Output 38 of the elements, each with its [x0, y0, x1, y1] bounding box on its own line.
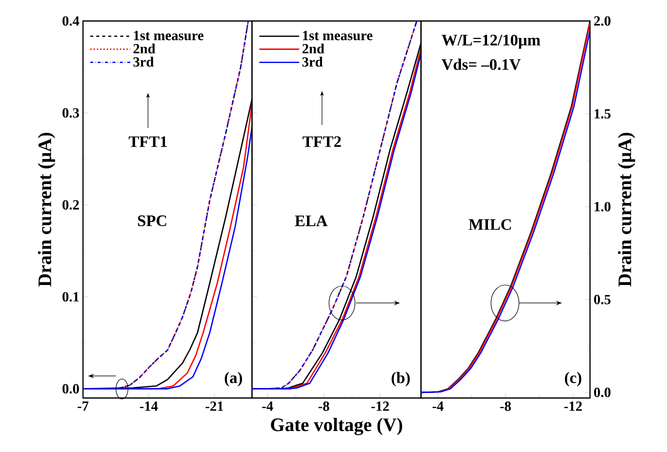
annotation: W/L=12/10μm	[442, 34, 540, 49]
y2-tick-label: 0.5	[594, 294, 611, 304]
x-tick-label: -4	[432, 402, 444, 411]
y2-tick-label: 1.5	[594, 109, 611, 119]
x-axis-title: Gate voltage (V)	[270, 418, 402, 436]
y-tick-label: 0.0	[62, 384, 79, 394]
x-tick-label: -12	[371, 402, 389, 411]
annotation: (c)	[564, 372, 582, 386]
annotation: TFT1	[128, 136, 167, 147]
y-axis-title: Drain current (μA)	[38, 132, 56, 287]
y-tick-label: 0.1	[62, 292, 79, 302]
y-tick-label: 0.2	[62, 200, 79, 210]
x-tick-label: -4	[262, 402, 274, 411]
y2-tick-label: 2.0	[594, 16, 610, 26]
legend-label: 1st measure	[134, 30, 204, 40]
x-tick-label: -12	[564, 402, 582, 411]
y-tick-label: 0.3	[62, 108, 79, 118]
annotation: MILC	[468, 219, 511, 230]
x-tick-label: -14	[140, 402, 158, 411]
annotation: TFT2	[302, 136, 341, 147]
y2-tick-label: 1.0	[594, 202, 610, 212]
annotation: Vds= –0.1V	[442, 58, 521, 70]
legend-label: 3rd	[302, 56, 323, 67]
legend-label: 1st measure	[303, 30, 372, 40]
x-tick-label: -7	[78, 402, 88, 411]
y2-axis-title: Drain current (μA)	[618, 132, 636, 287]
y2-tick-label: 0.0	[594, 388, 610, 398]
x-tick-label: -8	[318, 402, 330, 411]
legend-label: 2nd	[302, 44, 324, 54]
x-tick-label: -21	[206, 402, 224, 411]
y-tick-label: 0.4	[62, 16, 80, 26]
annotation: ELA	[294, 216, 328, 226]
legend-label: 2nd	[133, 44, 156, 54]
x-tick-label: -8	[500, 402, 511, 411]
annotation: (b)	[392, 372, 410, 386]
annotation: SPC	[138, 215, 166, 226]
annotation: (a)	[224, 372, 242, 386]
legend-label: 3rd	[133, 56, 154, 67]
